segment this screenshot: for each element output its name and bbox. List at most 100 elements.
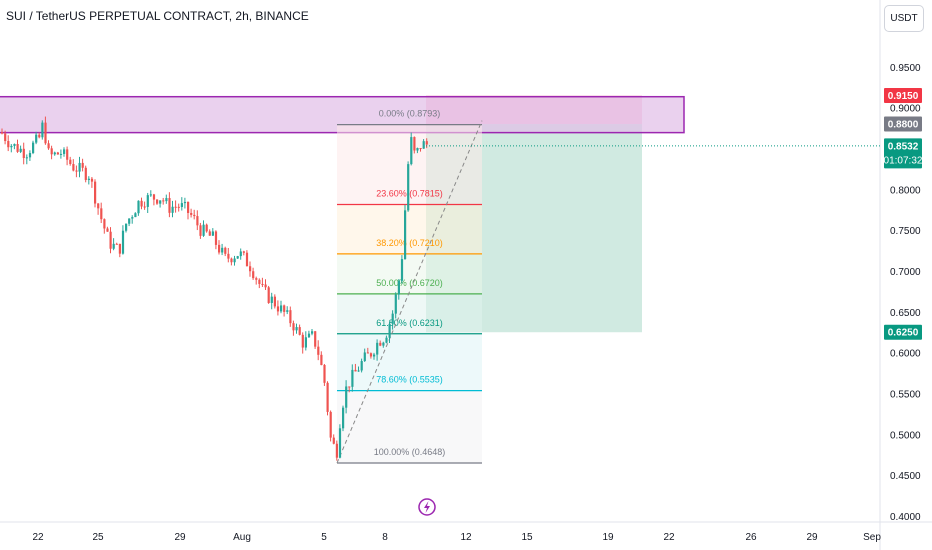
candle-body [205,224,208,232]
candle-body [193,214,196,217]
candle-body [10,145,13,148]
candle-body [168,198,171,213]
candle-body [385,337,388,343]
candle-body [354,369,357,372]
candle-body [134,213,137,218]
candle-body [78,162,81,172]
price-tick-label: 0.7000 [890,267,921,278]
candle-body [351,369,354,387]
candle-body [81,162,84,168]
fib-band [337,204,482,254]
price-tick-label: 0.6000 [890,349,921,360]
lightning-icon [418,498,436,516]
candle-body [174,206,177,208]
candle-body [121,230,125,254]
time-tick-label: Aug [233,532,251,543]
lightning-icon-bolt [424,501,430,513]
price-badge-last [884,138,922,169]
candle-body [413,137,416,151]
candle-body [425,141,428,145]
price-tick-label: 0.5000 [890,430,921,441]
currency-button[interactable]: USDT [884,5,924,32]
time-tick-label: 15 [521,532,533,543]
candle-body [183,201,187,204]
candle-body [63,149,66,154]
candle-body [280,305,283,312]
candle-body [338,428,342,458]
time-tick-label: 25 [92,532,104,543]
candle-body [177,206,180,208]
candle-body [131,217,134,219]
candle-body [149,194,152,196]
candle-body [261,283,264,285]
candle-body [118,243,121,254]
candle-body [159,200,162,204]
candle-body [320,354,323,365]
candle-body [335,443,338,458]
candle-body [348,386,351,388]
candle-body [35,134,38,143]
price-badge-target [884,87,922,103]
price-badges: 0.9150 0.8800 0.8532 01:07:32 0.6250 [884,87,923,340]
price-tick-label: 0.9000 [890,104,921,115]
candle-body [66,149,69,160]
candle-body [69,159,72,164]
fib-band [337,124,482,205]
candle-body [307,333,311,338]
candle-body [25,157,28,159]
candle-body [218,244,221,253]
candle-body [292,323,295,331]
candle-body [53,152,56,155]
time-axis[interactable]: 22 25 29 Aug 5 8 12 15 19 22 26 29 Sep [32,532,881,543]
candle-body [100,208,103,220]
candle-body [258,279,261,284]
candle-body [115,243,118,245]
fib-level-label: 38.20% (0.7210) [376,238,443,248]
candle-body [196,216,199,226]
candle-body [394,294,397,314]
candle-body [230,258,233,263]
fibonacci-retracement[interactable]: 0.00% (0.8793) 23.60% (0.7815) 38.20% (0.7… [336,109,483,464]
candle-body [357,370,360,372]
candle-body [22,148,25,158]
candle-body [137,200,140,214]
candle-body [4,133,7,141]
candle-body [106,228,109,232]
candle-body [332,437,335,444]
candle-body [87,178,90,180]
candle-body [400,259,404,281]
candle-body [187,201,190,213]
price-axis[interactable]: 0.4000 0.4500 0.5000 0.5500 0.6000 0.6500 0.70… [890,63,921,523]
candle-body [103,219,106,229]
candle-body [345,386,348,408]
time-tick-label: 29 [174,532,186,543]
candle-body [227,253,230,259]
candle-body [75,170,78,172]
candle-body [270,296,273,303]
candle-body [382,342,385,346]
candle-body [90,178,94,182]
fib-level-label: 50.00% (0.6720) [376,278,443,288]
candle-body [379,342,382,346]
candle-body [199,225,202,236]
candle-body [50,148,53,155]
candle-body [146,195,149,207]
candle-body [7,140,10,148]
candle-body [56,152,59,155]
candle-body [208,231,211,236]
candle-body [94,181,97,204]
candle-body [13,143,16,146]
time-tick-label: 12 [460,532,472,543]
price-tick-label: 0.6500 [890,308,921,319]
time-tick-label: 22 [663,532,675,543]
candle-body [304,337,307,348]
candle-body [19,148,22,152]
price-tick-label: 0.4500 [890,471,921,482]
candle-body [404,210,407,260]
candle-body [180,203,183,207]
candle-body [190,212,193,215]
price-badge-value: 0.6250 [888,328,919,339]
fib-level-label: 78.60% (0.5535) [376,375,443,385]
candle-body [419,148,422,150]
